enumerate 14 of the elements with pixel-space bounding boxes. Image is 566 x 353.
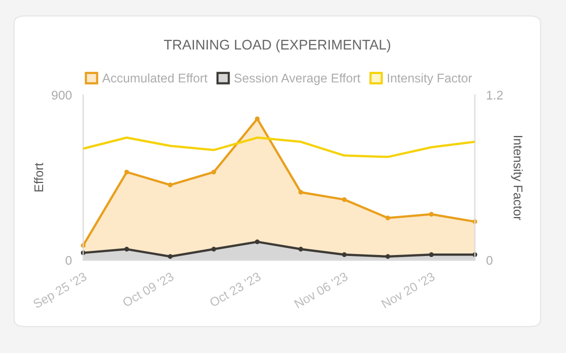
y2-tick-label: 1.2 (486, 90, 503, 100)
x-tick-label: Nov 06 '23 (294, 272, 348, 308)
y-tick-label: 900 (52, 90, 72, 100)
legend-label: Accumulated Effort (102, 73, 208, 83)
legend-label: Session Average Effort (234, 73, 360, 85)
x-tick-label: Nov 20 '23 (380, 272, 436, 308)
x-tick-label: Sep 25 '23 (32, 272, 89, 311)
chart-title: TRAINING LOAD (EXPERIMENTAL) (164, 39, 390, 52)
x-tick-label: Oct 09 '23 (122, 272, 174, 308)
y-axis-title: Effort (34, 162, 44, 192)
y2-axis-title: Intensity Factor (511, 136, 523, 220)
x-tick-label: Oct 23 '23 (208, 272, 262, 308)
y2-tick-label: 0 (486, 256, 492, 265)
legend-label: Intensity Factor (388, 73, 472, 85)
